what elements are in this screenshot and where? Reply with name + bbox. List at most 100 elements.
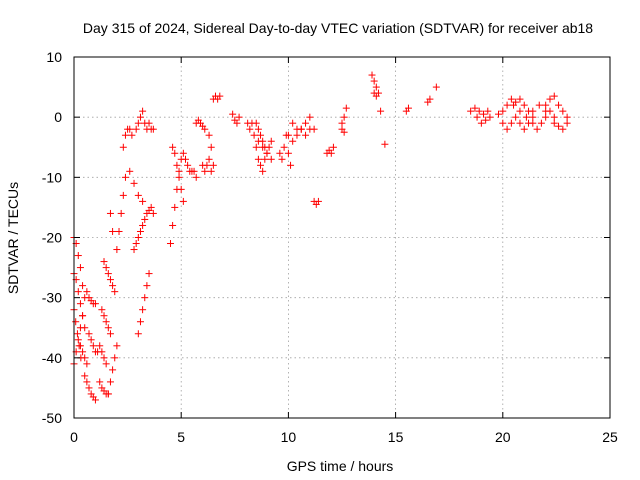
data-point [207, 167, 215, 175]
data-point [381, 140, 389, 148]
data-point [132, 240, 140, 248]
data-point [306, 113, 314, 121]
data-point [109, 227, 117, 235]
data-point [177, 185, 185, 193]
data-point [134, 330, 142, 338]
data-point [529, 113, 537, 121]
data-point [74, 336, 82, 344]
data-point [205, 155, 213, 163]
data-point [104, 270, 112, 278]
data-point [141, 215, 149, 223]
data-point [327, 149, 335, 157]
data-point [542, 101, 550, 109]
data-point [233, 119, 241, 127]
data-point [169, 221, 177, 229]
data-point [139, 221, 147, 229]
data-point [209, 161, 217, 169]
data-point [482, 116, 490, 124]
data-point [246, 125, 254, 133]
data-point [216, 92, 224, 100]
data-point [235, 113, 243, 121]
data-point [520, 101, 528, 109]
data-point [171, 149, 179, 157]
data-point [259, 143, 267, 151]
data-point [205, 131, 213, 139]
data-point [559, 125, 567, 133]
data-point [280, 143, 288, 151]
data-point [139, 197, 147, 205]
data-point [229, 110, 237, 118]
data-point [329, 143, 337, 151]
data-point [261, 155, 269, 163]
data-point [136, 318, 144, 326]
data-point [546, 95, 554, 103]
data-point [257, 131, 265, 139]
data-point [149, 125, 157, 133]
data-point [130, 179, 138, 187]
data-point [555, 122, 563, 130]
data-point [495, 110, 503, 118]
data-point [136, 113, 144, 121]
data-point [201, 167, 209, 175]
data-point [106, 276, 114, 284]
data-point [109, 366, 117, 374]
data-point [145, 270, 153, 278]
data-point [542, 113, 550, 121]
axes: 0 5 10 15 20 25 -50 -40 -30 -20 -10 0 10 [42, 49, 618, 445]
data-point [550, 92, 558, 100]
data-point [302, 131, 310, 139]
data-points [70, 71, 571, 404]
data-point [252, 143, 260, 151]
data-point [314, 197, 322, 205]
data-point [507, 119, 515, 127]
data-point [126, 125, 134, 133]
data-point [173, 161, 181, 169]
data-point [284, 131, 292, 139]
data-point [510, 101, 518, 109]
chart-title: Day 315 of 2024, Sidereal Day-to-day VTE… [83, 20, 593, 36]
data-point [117, 209, 125, 217]
data-point [306, 125, 314, 133]
data-point [119, 191, 127, 199]
y-tick-label: -20 [42, 230, 62, 246]
data-point [98, 306, 106, 314]
data-point [507, 95, 515, 103]
data-point [563, 119, 571, 127]
data-point [100, 258, 108, 266]
data-point [83, 288, 91, 296]
data-point [143, 282, 151, 290]
data-point [278, 155, 286, 163]
y-tick-label: -40 [42, 350, 62, 366]
data-point [83, 360, 91, 368]
data-point [432, 83, 440, 91]
data-point [473, 113, 481, 121]
data-point [207, 143, 215, 151]
data-point [254, 137, 262, 145]
data-point [289, 137, 297, 145]
data-point [555, 101, 563, 109]
data-point [100, 312, 108, 320]
data-point [516, 95, 524, 103]
data-point [475, 107, 483, 115]
data-point [169, 143, 177, 151]
data-point [121, 173, 129, 181]
data-point [404, 104, 412, 112]
data-point [136, 227, 144, 235]
data-point [297, 125, 305, 133]
data-point [293, 131, 301, 139]
data-point [276, 149, 284, 157]
data-point [563, 113, 571, 121]
data-point [537, 119, 545, 127]
data-point [192, 173, 200, 181]
data-point [102, 360, 110, 368]
y-tick-label: -30 [42, 290, 62, 306]
data-point [267, 155, 275, 163]
x-tick-label: 15 [388, 429, 404, 445]
x-tick-label: 0 [70, 429, 78, 445]
data-point [96, 342, 104, 350]
data-point [87, 336, 95, 344]
data-point [302, 119, 310, 127]
data-point [338, 119, 346, 127]
data-point [109, 282, 117, 290]
data-point [550, 119, 558, 127]
